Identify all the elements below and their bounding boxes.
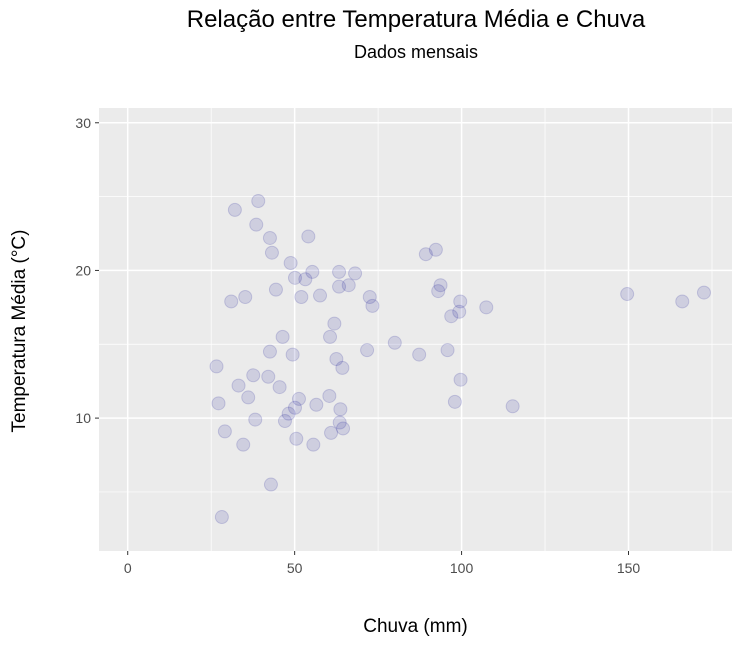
data-point [306,437,321,452]
data-point [453,372,468,387]
data-point [262,344,277,359]
data-point [335,360,350,375]
grid-major [99,108,732,551]
data-point [428,242,443,257]
data-point [387,335,402,350]
data-point [283,256,298,271]
y-tick-label: 10 [75,410,91,426]
data-point [227,202,242,217]
data-point [360,343,375,358]
data-point [294,290,309,305]
data-point [281,406,296,421]
data-point [241,390,256,405]
data-point [238,290,253,305]
x-axis-label: Chuva (mm) [363,616,468,637]
data-point [322,388,337,403]
data-point [231,378,246,393]
data-point [236,437,251,452]
data-point [348,266,363,281]
data-point [327,316,342,331]
data-point [249,217,264,232]
data-point [336,421,351,436]
data-point [329,352,344,367]
data-point [433,278,448,293]
y-tick-label: 20 [75,262,91,278]
x-tick-label: 50 [287,560,303,576]
x-tick-label: 0 [124,560,132,576]
data-point [362,290,377,305]
y-tick-label: 30 [75,115,91,131]
data-point [418,247,433,262]
data-point [291,391,306,406]
data-point [332,415,347,430]
data-points [209,194,711,525]
data-point [209,359,224,374]
data-point [224,294,239,309]
data-point [268,282,283,297]
data-point [333,402,348,417]
data-point [696,285,711,300]
data-point [412,347,427,362]
chart-subtitle: Dados mensais [353,42,479,62]
grid-minor [99,108,732,551]
y-axis-label: Temperatura Média (°C) [9,229,30,433]
data-point [341,278,356,293]
data-point [287,270,302,285]
y-axis: 10 20 30 [75,115,99,426]
data-point [447,394,462,409]
data-point [262,230,277,245]
data-point [217,424,232,439]
data-point [332,264,347,279]
data-point [620,287,635,302]
data-point [301,229,316,244]
data-point [287,400,302,415]
data-point [275,329,290,344]
data-point [452,304,467,319]
data-point [272,380,287,395]
plot-panel [99,108,732,551]
data-point [211,396,226,411]
data-point [246,368,261,383]
data-point [444,309,459,324]
data-point [313,288,328,303]
data-point [323,329,338,344]
data-point [251,194,266,209]
data-point [309,397,324,412]
data-point [505,399,520,414]
x-tick-label: 150 [617,560,641,576]
data-point [289,431,304,446]
data-point [675,294,690,309]
data-point [298,272,313,287]
chart-title: Relação entre Temperatura Média e Chuva [186,6,646,33]
data-point [214,510,229,525]
data-point [440,343,455,358]
data-point [332,279,347,294]
x-axis: 0 50 100 150 [124,551,641,576]
x-tick-label: 100 [450,560,474,576]
data-point [263,477,278,492]
data-point [305,264,320,279]
data-point [277,414,292,429]
data-point [264,245,279,260]
data-point [261,369,276,384]
data-point [453,294,468,309]
data-point [365,298,380,313]
data-point [479,300,494,315]
data-point [431,284,446,299]
data-point [285,347,300,362]
data-point [324,425,339,440]
data-point [248,412,263,427]
